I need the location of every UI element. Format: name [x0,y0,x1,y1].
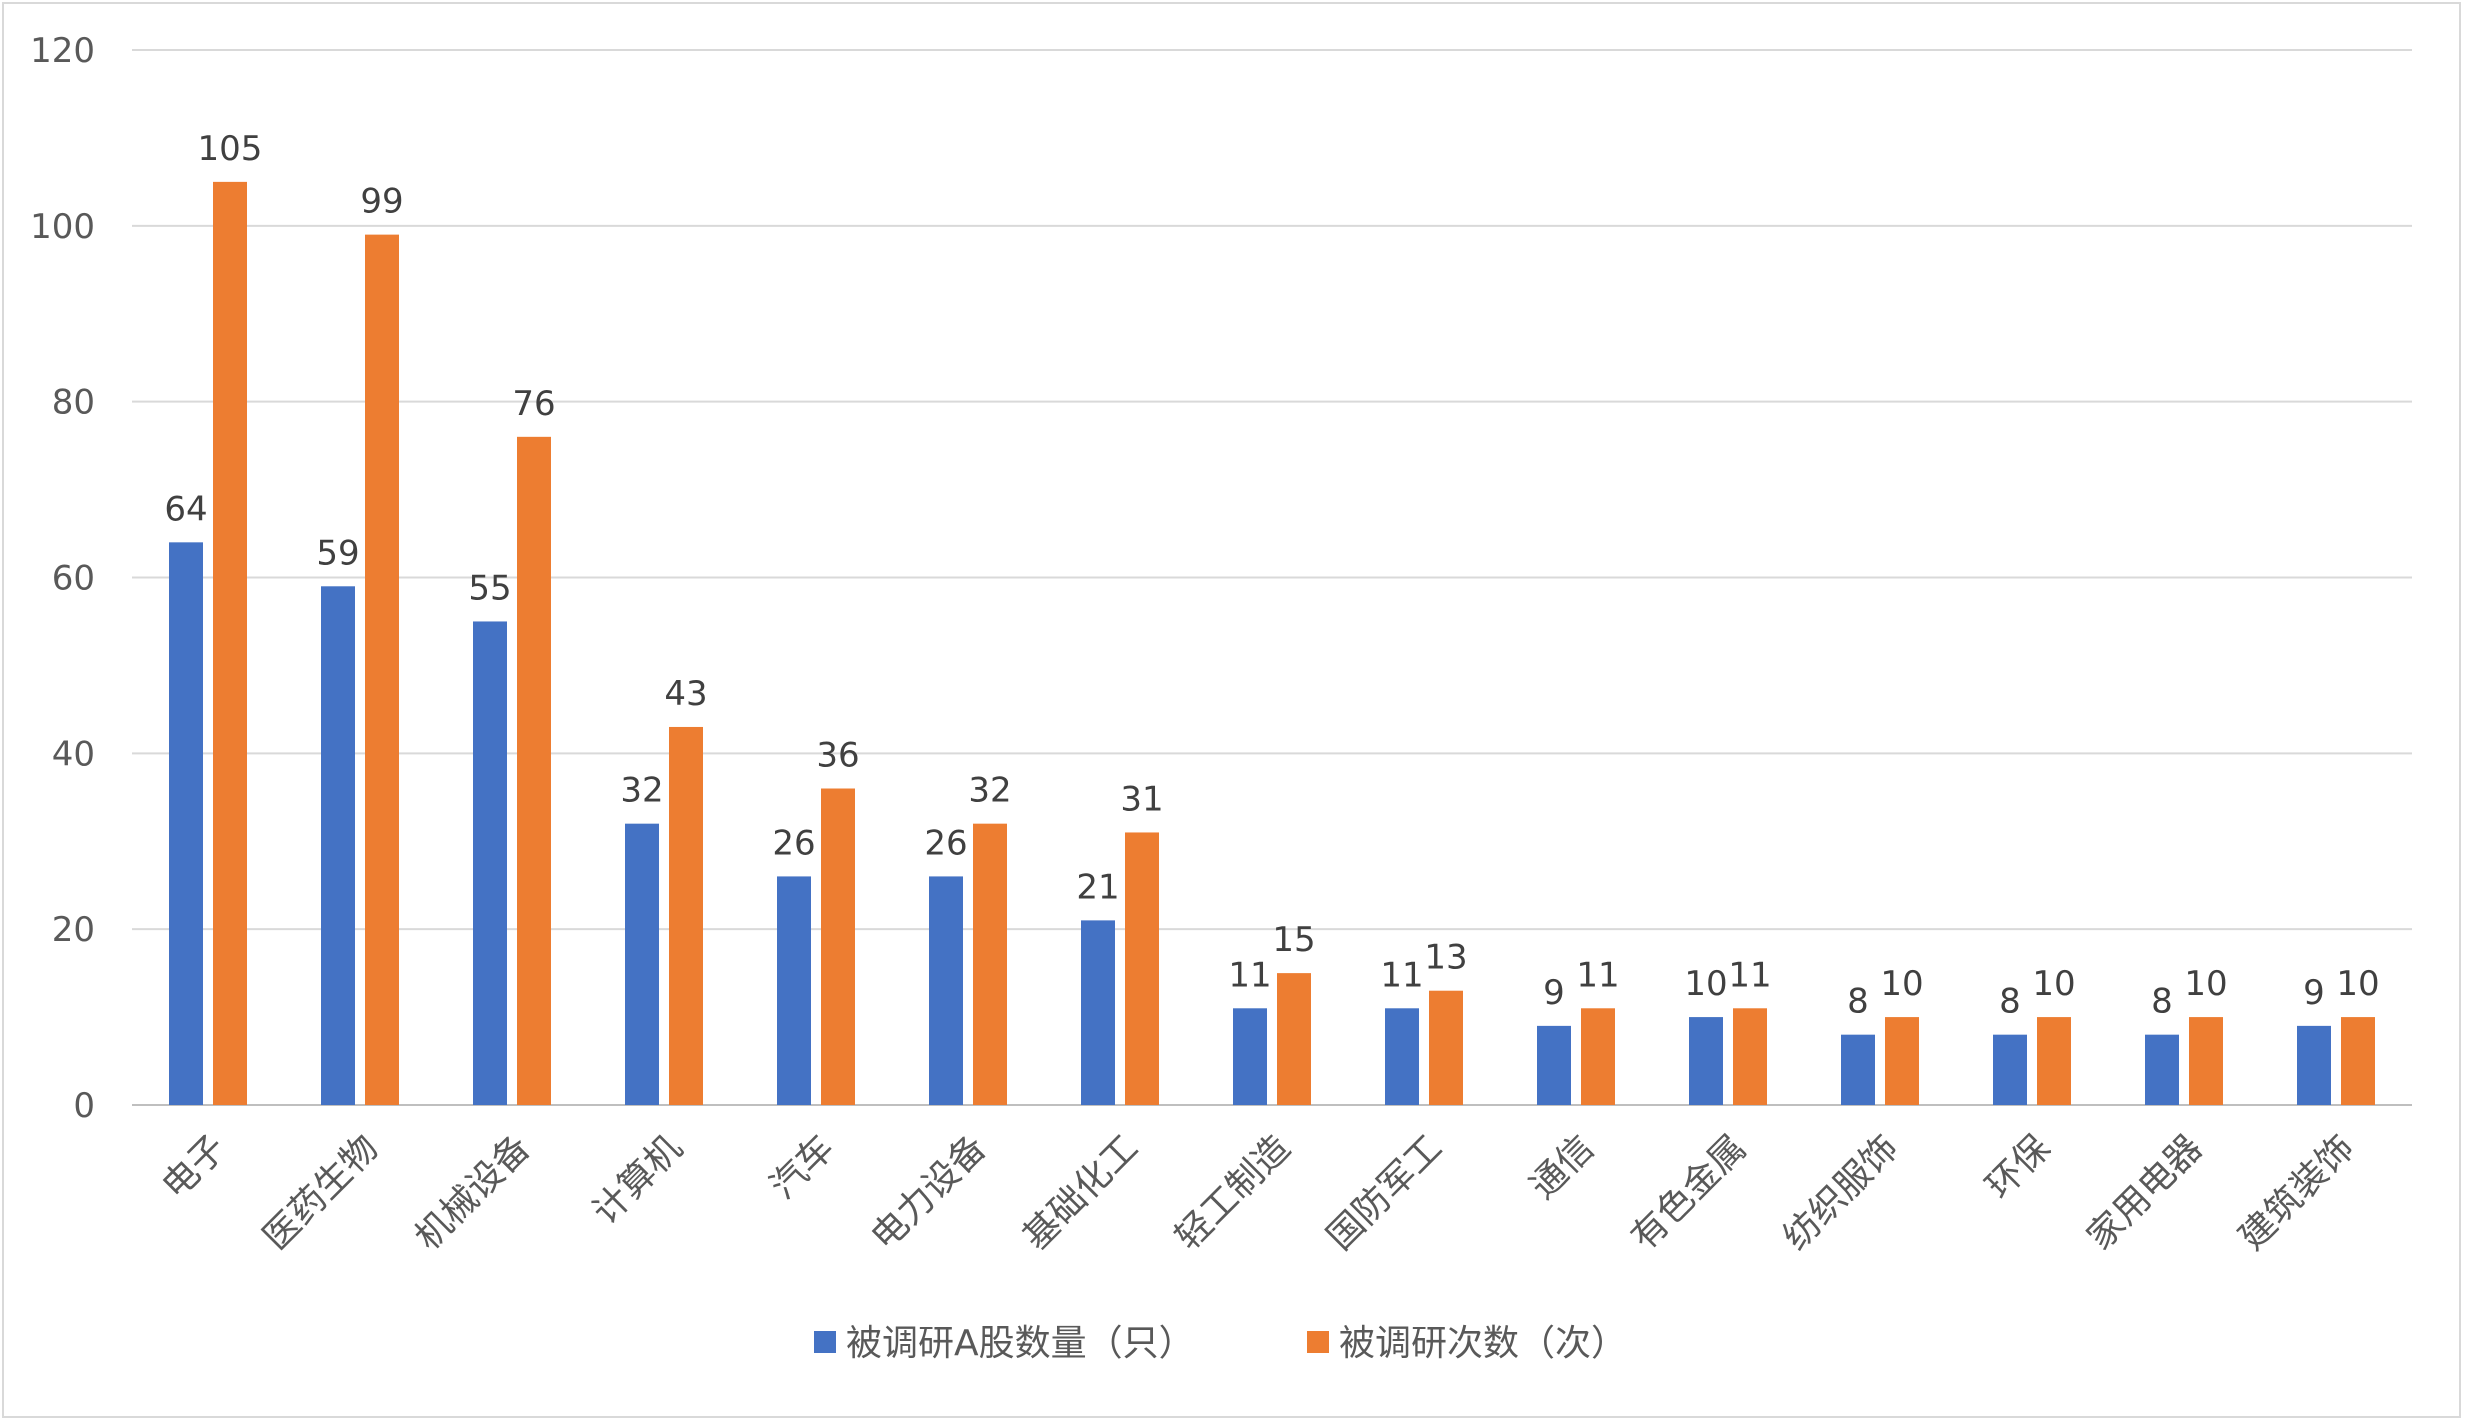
legend-label: 被调研A股数量（只） [846,1323,1195,1364]
bar-visits [2037,1017,2071,1105]
bar-visits [213,181,247,1105]
data-label: 8 [1847,982,1869,1022]
bar-visits [2341,1017,2375,1105]
data-label: 11 [1228,955,1271,995]
data-label: 76 [512,384,555,424]
data-label: 36 [816,736,859,776]
data-label: 10 [1880,964,1923,1004]
data-label: 11 [1576,955,1619,995]
x-category-label: 基础化工 [1016,1127,1147,1258]
x-category-label: 汽车 [762,1127,842,1207]
bar-visits [1885,1017,1919,1105]
x-category-label: 环保 [1978,1127,2058,1207]
x-category-label: 医药生物 [256,1127,387,1258]
legend-item: 被调研A股数量（只） [814,1323,1195,1364]
data-label: 43 [664,674,707,714]
data-label: 9 [2303,973,2325,1013]
bar-stocks [321,586,355,1105]
gridlines [132,49,2412,1106]
data-label: 8 [1999,982,2021,1022]
bar-stocks [1841,1034,1875,1105]
x-category-label: 建筑装饰 [2232,1127,2363,1258]
data-label: 11 [1380,955,1423,995]
x-category-label: 轻工制造 [1168,1127,1299,1258]
bar-visits [1733,1008,1767,1105]
bars [169,181,2375,1105]
bar-stocks [1081,920,1115,1105]
bar-visits [517,436,551,1105]
data-label: 13 [1424,938,1467,978]
bar-visits [1125,832,1159,1105]
bar-stocks [1385,1008,1419,1105]
x-category-label: 有色金属 [1624,1127,1755,1258]
x-category-label: 家用电器 [2080,1127,2211,1258]
bar-stocks [625,823,659,1105]
bar-stocks [169,542,203,1105]
y-tick-label: 20 [52,910,95,950]
y-tick-label: 0 [73,1086,95,1126]
bar-visits [1429,990,1463,1105]
data-label: 105 [198,129,263,169]
bar-stocks [1993,1034,2027,1105]
bar-stocks [777,876,811,1105]
y-tick-label: 60 [52,559,95,599]
x-category-label: 计算机 [585,1127,690,1232]
legend: 被调研A股数量（只） 被调研次数（次） [814,1323,1627,1364]
bar-stocks [1537,1025,1571,1105]
x-category-label: 机械设备 [408,1127,539,1258]
data-label: 21 [1076,867,1119,907]
x-category-label: 国防军工 [1320,1127,1451,1258]
y-tick-label: 120 [30,31,95,71]
bar-stocks [929,876,963,1105]
data-label: 55 [468,568,511,608]
x-axis-categories: 电子 医药生物 机械设备 计算机 汽车 电力设备 基础化工 轻工制造 国防军工 通信 有色金属 纺织服… [154,1127,2362,1258]
data-label: 64 [164,489,207,529]
legend-item: 被调研次数（次） [1307,1323,1627,1364]
data-label: 32 [968,771,1011,811]
data-label: 99 [360,182,403,222]
data-label: 10 [2032,964,2075,1004]
data-label: 11 [1728,955,1771,995]
data-label: 59 [316,533,359,573]
bar-visits [1581,1008,1615,1105]
bar-stocks [473,621,507,1105]
data-label: 31 [1120,779,1163,819]
legend-label: 被调研次数（次） [1339,1323,1627,1364]
bar-visits [669,726,703,1105]
y-tick-label: 40 [52,734,95,774]
data-label: 10 [2336,964,2379,1004]
legend-swatch [1307,1331,1329,1353]
bar-visits [973,823,1007,1105]
data-label: 26 [772,823,815,863]
data-label: 15 [1272,920,1315,960]
y-tick-label: 100 [30,207,95,247]
data-label: 9 [1543,973,1565,1013]
bar-visits [821,788,855,1105]
bar-stocks [2297,1025,2331,1105]
data-label: 10 [1684,964,1727,1004]
bar-visits [2189,1017,2223,1105]
bar-stocks [2145,1034,2179,1105]
data-label: 32 [620,771,663,811]
x-category-label: 通信 [1522,1127,1602,1207]
y-axis-ticks: 0 20 40 60 80 100 120 [30,31,95,1126]
data-label: 8 [2151,982,2173,1022]
bar-visits [365,234,399,1105]
data-label: 10 [2184,964,2227,1004]
data-label: 26 [924,823,967,863]
x-category-label: 电力设备 [864,1127,995,1258]
bar-stocks [1233,1008,1267,1105]
bar-visits [1277,973,1311,1105]
legend-swatch [814,1331,836,1353]
bar-stocks [1689,1017,1723,1105]
x-category-label: 纺织服饰 [1776,1127,1907,1258]
x-category-label: 电子 [154,1127,234,1207]
y-tick-label: 80 [52,383,95,423]
